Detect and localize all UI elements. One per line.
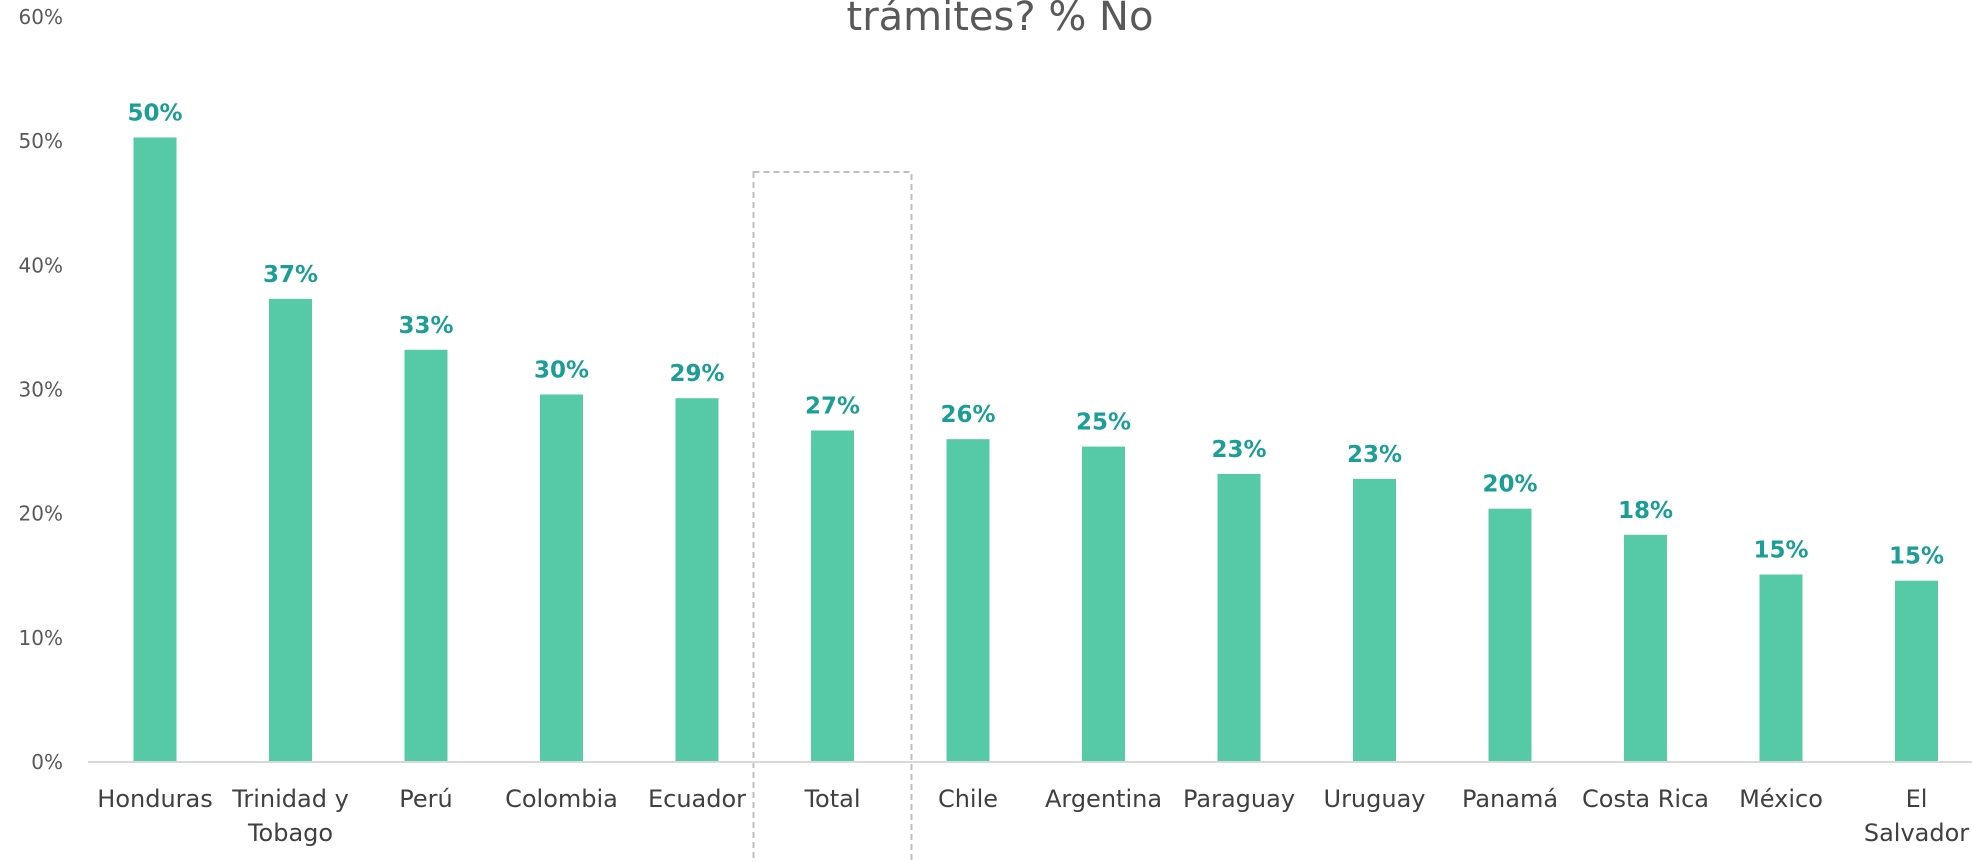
y-tick-label: 50% [19,129,63,153]
bars [133,137,1938,763]
data-label: 25% [1076,410,1131,436]
x-tick-label: Perú [399,785,452,813]
y-tick-label: 20% [19,502,63,526]
total-highlight-box [752,171,913,862]
data-label: 23% [1347,442,1402,468]
x-tick-label: Honduras [97,785,212,813]
bar [675,398,719,762]
bar [811,430,854,762]
data-label: 37% [263,262,318,288]
bar [269,298,312,762]
x-tick-label: Total [803,785,860,813]
y-tick-label: 40% [19,253,63,277]
bar [1759,574,1803,762]
y-tick-label: 30% [19,378,63,402]
y-tick-label: 10% [19,626,63,650]
bar [540,394,583,762]
x-tick-label: El Salvador [1864,785,1969,847]
data-label: 20% [1482,472,1537,498]
bar [1217,473,1261,762]
bar [946,439,990,762]
data-label: 29% [669,361,724,387]
bar [1488,508,1532,762]
x-tick-label: Chile [938,785,998,813]
data-label: 33% [398,313,453,339]
x-tick-label: México [1739,785,1823,813]
y-axis: 0% 10% 20% 30% 40% 50% 60% [19,5,63,774]
bar [133,137,177,763]
chart-title: trámites? % No [847,0,1154,40]
x-tick-label: Uruguay [1324,785,1426,813]
x-tick-label: Trinidad y Tobago [231,785,349,847]
data-label: 30% [534,357,589,383]
total-highlight [752,171,913,862]
bar [1353,478,1396,762]
data-label: 26% [940,402,995,428]
x-tick-label: Ecuador [648,785,746,813]
x-tick-label: Panamá [1462,785,1558,813]
y-tick-label: 60% [19,5,63,29]
x-tick-label: Colombia [505,785,618,813]
bar [1624,534,1667,762]
y-tick-label: 0% [31,750,63,774]
data-label: 15% [1889,544,1944,570]
bar [404,349,448,762]
data-label: 15% [1753,538,1808,564]
data-label: 50% [127,100,182,126]
x-tick-label: Argentina [1045,785,1162,813]
x-tick-label: Costa Rica [1582,785,1709,813]
bar [1895,580,1938,762]
data-label: 27% [805,393,860,419]
x-tick-label: Paraguay [1183,785,1295,813]
x-axis: Honduras Trinidad y Tobago Perú Colombia Ecua… [97,785,1969,847]
bar [1082,446,1125,762]
data-label: 18% [1618,498,1673,524]
data-labels: 50% 37% 33% 30% 29% 27% 26% 25% 23% 23% 20% 18% 15% 1… [127,100,1944,569]
data-label: 23% [1211,437,1266,463]
